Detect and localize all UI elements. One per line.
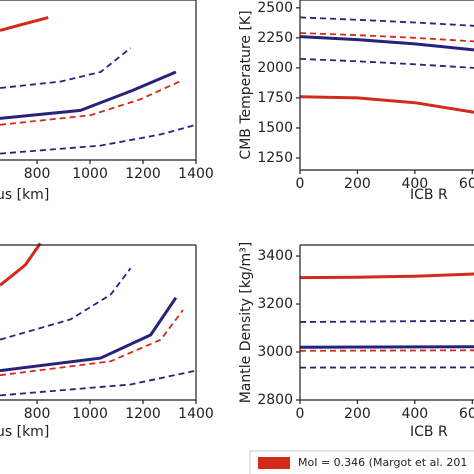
y-axis-label: CMB Temperature [K]: [238, 10, 254, 159]
legend-label: MoI = 0.346 (Margot et al. 201: [298, 456, 467, 469]
y-tick-label: 3400: [257, 248, 293, 264]
line: [300, 95, 474, 114]
x-tick-label: 1400: [178, 406, 214, 422]
line: [0, 296, 178, 373]
line: [299, 16, 474, 27]
y-tick-label: 2250: [257, 30, 293, 46]
line: [0, 79, 184, 126]
line: [299, 319, 474, 323]
x-tick-label: 1000: [72, 166, 108, 182]
line: [300, 35, 474, 52]
x-tick-label: 0: [296, 406, 305, 422]
x-axis-label: ICB R: [410, 424, 448, 440]
x-tick-label: 400: [401, 176, 428, 192]
x-axis-label: ICB R: [410, 187, 448, 203]
y-axis-label: Mantle Density [kg/m³]: [238, 242, 254, 404]
x-tick-label: 600: [459, 406, 474, 422]
line: [0, 70, 177, 120]
line: [299, 272, 474, 280]
y-tick-label: 2500: [257, 0, 293, 16]
line: [300, 349, 474, 352]
y-tick-label: 3000: [257, 344, 293, 360]
x-tick-label: 1200: [125, 406, 161, 422]
line: [0, 47, 132, 89]
legend-swatch: [258, 457, 290, 469]
x-axis-label: us [km]: [0, 424, 49, 440]
line: [0, 242, 42, 287]
line: [299, 32, 474, 43]
line: [300, 58, 474, 69]
x-tick-label: 1000: [72, 406, 108, 422]
x-tick-label: 800: [24, 406, 51, 422]
y-tick-label: 1750: [257, 90, 293, 106]
line: [0, 123, 196, 155]
x-tick-label: 800: [24, 166, 51, 182]
x-tick-label: 600: [459, 176, 474, 192]
y-tick-label: 1250: [257, 150, 293, 166]
line: [0, 267, 132, 341]
x-tick-label: 1200: [125, 166, 161, 182]
legend-box: [249, 450, 474, 474]
x-tick-label: 200: [344, 176, 371, 192]
x-tick-label: 400: [401, 406, 428, 422]
line: [300, 345, 474, 349]
y-tick-label: 2000: [257, 60, 293, 76]
x-axis-label: us [km]: [0, 187, 49, 203]
line: [0, 369, 196, 397]
line: [0, 16, 49, 32]
y-tick-label: 1500: [257, 120, 293, 136]
x-tick-label: 0: [296, 176, 305, 192]
x-tick-label: 1400: [178, 166, 214, 182]
y-tick-label: 2800: [257, 392, 293, 408]
x-tick-label: 200: [344, 406, 371, 422]
line: [0, 309, 184, 377]
y-tick-label: 3200: [257, 296, 293, 312]
